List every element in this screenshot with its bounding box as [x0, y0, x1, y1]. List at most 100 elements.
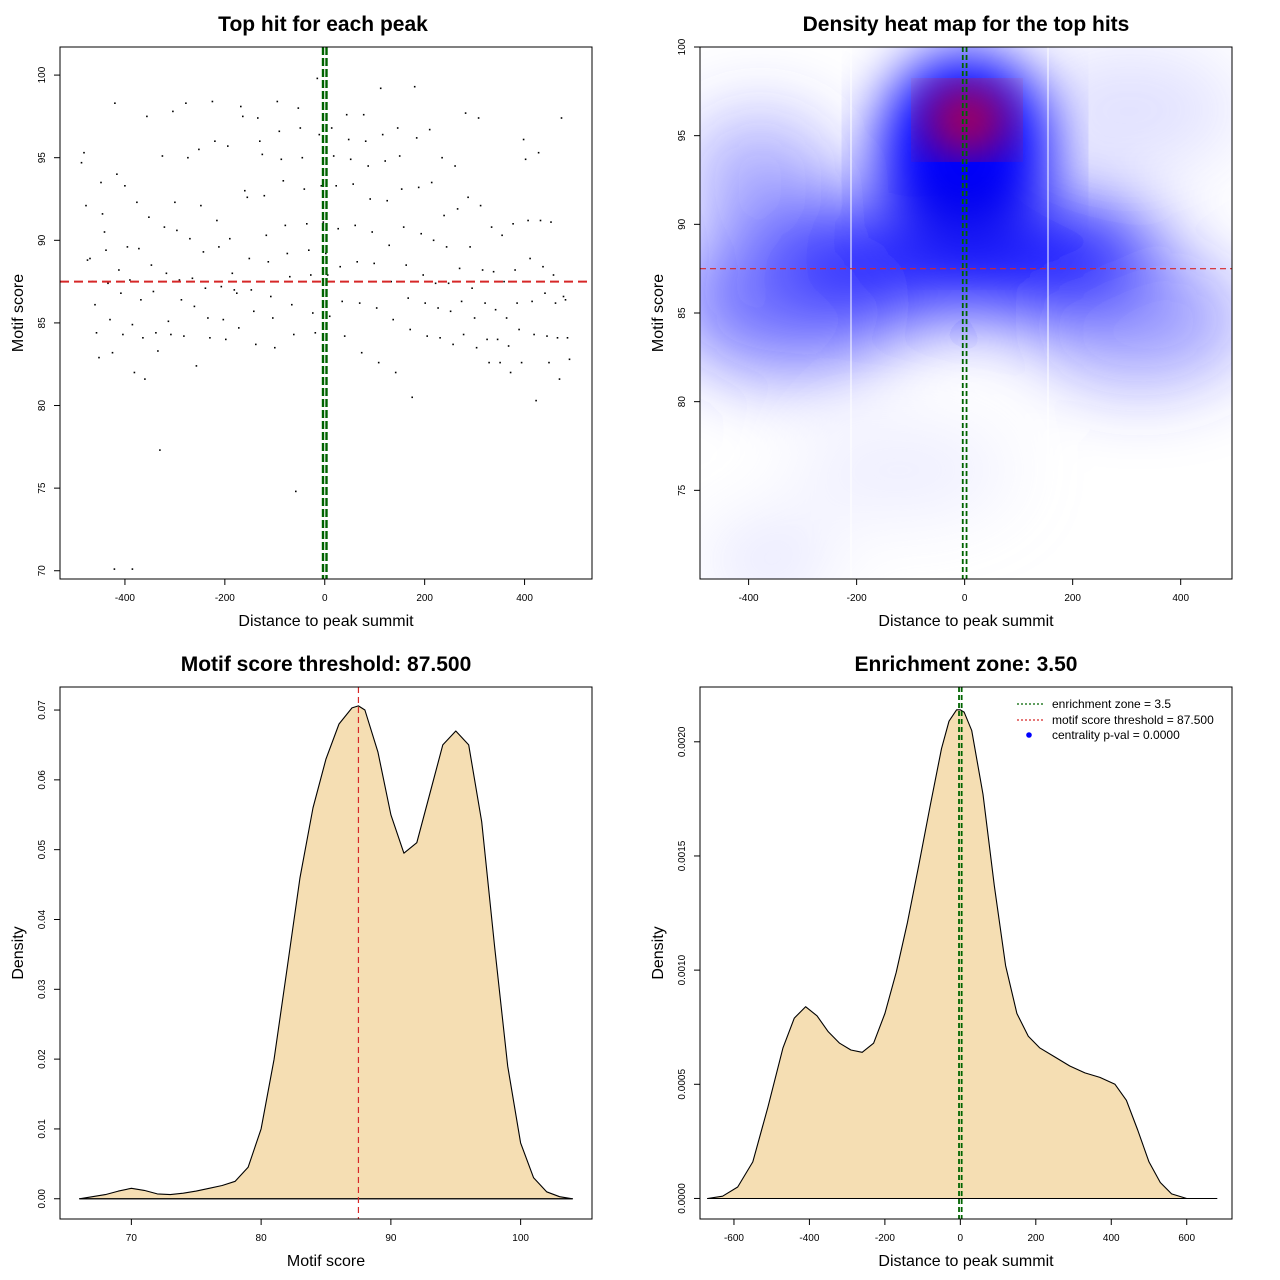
scatter-point: [375, 307, 378, 309]
scatter-point: [335, 185, 337, 187]
scatter-point: [136, 201, 138, 204]
scatter-point: [479, 204, 482, 207]
scatter-point: [286, 252, 289, 255]
scatter-point: [231, 272, 234, 275]
scatter-point: [270, 295, 272, 298]
scatter-point: [386, 199, 388, 202]
scatter-point: [295, 490, 297, 493]
y-tick-label: 75: [677, 484, 688, 496]
scatter-point: [263, 194, 266, 197]
scatter-point: [202, 251, 205, 253]
scatter-point: [449, 310, 452, 313]
scatter-point: [527, 219, 529, 222]
scatter-point: [447, 282, 450, 285]
y-tick-label: 0.0005: [677, 1069, 688, 1100]
scatter-point: [356, 261, 358, 263]
scatter-point: [337, 227, 339, 230]
scatter-point: [122, 333, 124, 336]
scatter-point: [492, 270, 495, 273]
scatter-point: [118, 269, 120, 271]
scatter-point: [345, 113, 348, 116]
scatter-point: [464, 112, 467, 114]
scatter-point: [150, 264, 153, 266]
scatter-point: [272, 317, 274, 319]
legend-pval-label: centrality p-val = 0.0000: [1052, 728, 1180, 742]
scatter-point: [284, 224, 287, 227]
scatter-point: [187, 156, 189, 159]
scatter-point: [109, 318, 111, 321]
scatter-point: [347, 138, 350, 141]
scatter-point: [229, 237, 231, 240]
x-tick-label: 90: [385, 1233, 397, 1244]
y-tick-label: 0.01: [37, 1119, 48, 1139]
scatter-point: [308, 249, 310, 251]
legend: enrichment zone = 3.5 motif score thresh…: [1017, 697, 1214, 742]
scatter-point: [384, 160, 386, 162]
scatter-point: [198, 148, 200, 151]
y-tick-label: 95: [677, 130, 688, 142]
scatter-point: [494, 308, 497, 311]
scatter-point: [214, 140, 216, 142]
scatter-point: [274, 346, 276, 349]
y-tick-label: 0.0020: [677, 726, 688, 757]
scatter-point: [539, 219, 542, 222]
scatter-point: [227, 145, 229, 147]
y-tick-label: 85: [37, 317, 48, 329]
x-tick-label: 200: [1027, 1233, 1044, 1244]
scatter-point: [183, 335, 185, 337]
scatter-point: [316, 77, 319, 80]
scatter-point: [165, 272, 168, 275]
scatter-point: [306, 223, 308, 225]
scatter-plot-frame: [59, 46, 593, 580]
scatter-point: [146, 115, 148, 118]
scatter-point: [352, 183, 354, 185]
scatter-point: [107, 282, 109, 285]
enrichment-y-label: Density: [650, 926, 667, 979]
scatter-point: [430, 181, 433, 184]
scatter-point: [462, 333, 465, 336]
scatter-point: [325, 252, 327, 255]
scatter-point: [381, 133, 384, 136]
scatter-point: [195, 365, 198, 367]
x-tick-label: 100: [512, 1233, 529, 1244]
x-tick-label: 600: [1178, 1233, 1195, 1244]
enrichment-title: Enrichment zone: 3.50: [855, 653, 1078, 676]
y-tick-label: 0.0000: [677, 1183, 688, 1214]
scatter-point: [392, 318, 394, 321]
y-tick-label: 90: [37, 234, 48, 246]
scatter-point: [477, 117, 480, 119]
scatter-point: [233, 289, 236, 291]
scatter-point: [481, 269, 484, 271]
scatter-point: [413, 85, 416, 88]
scatter-point: [469, 246, 471, 248]
scatter-point: [516, 302, 518, 304]
scatter-point: [512, 223, 514, 225]
scatter-point: [488, 361, 490, 364]
heatmap-title: Density heat map for the top hits: [803, 13, 1130, 36]
scatter-point: [360, 351, 363, 354]
scatter-point: [544, 292, 546, 294]
scatter-point: [514, 269, 516, 271]
scatter-point: [556, 337, 559, 339]
scatter-point: [161, 155, 164, 157]
scatter-point: [200, 204, 202, 207]
scatter-point: [310, 274, 312, 276]
y-tick-label: 85: [677, 307, 688, 319]
scatter-point: [133, 371, 136, 374]
scatter-point: [520, 361, 523, 364]
legend-threshold-label: motif score threshold = 87.500: [1052, 713, 1214, 727]
x-tick-label: 0: [322, 593, 328, 604]
density-area: [78, 705, 574, 1200]
scatter-point: [157, 350, 159, 352]
x-tick-label: 80: [256, 1233, 268, 1244]
scatter-point: [441, 156, 443, 159]
scatter-point: [209, 337, 211, 339]
score-density-marks: 70 80 90 100 0.00 0.01 0.02 0.03 0.04 0.05 0.06 0.0…: [37, 687, 574, 1244]
scatter-point: [299, 127, 302, 129]
scatter-point: [531, 300, 533, 303]
scatter-point: [220, 285, 223, 288]
score-density-y-label: Density: [10, 926, 27, 979]
scatter-point: [250, 289, 253, 291]
scatter-point: [388, 244, 390, 247]
